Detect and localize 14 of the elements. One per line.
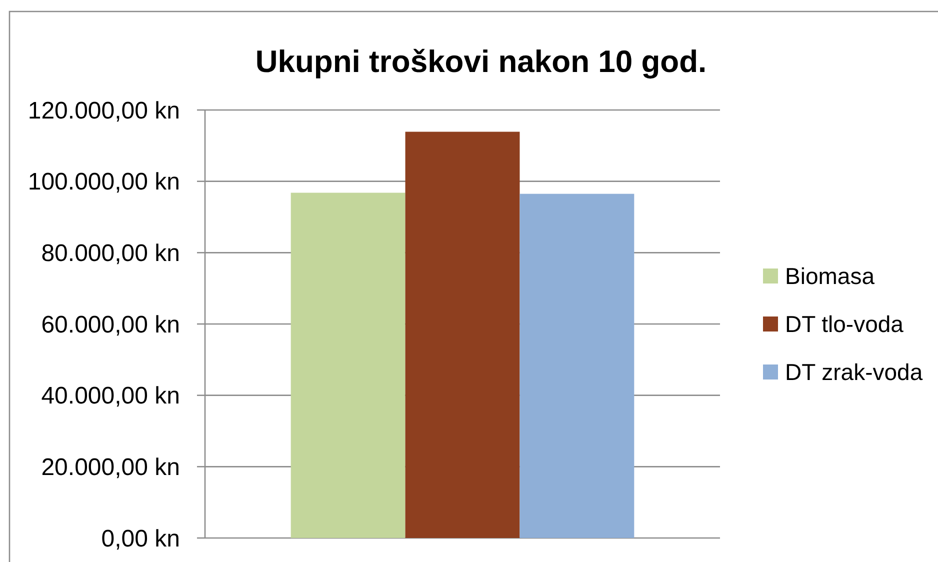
y-tick-label: 40.000,00 kn <box>41 382 180 410</box>
bar <box>520 194 634 538</box>
y-tick-label: 60.000,00 kn <box>41 311 180 338</box>
bar <box>290 192 406 538</box>
y-tick-label: 80.000,00 kn <box>41 240 180 268</box>
y-tick-label: 100.000,00 kn <box>28 168 180 196</box>
legend-label: Biomasa <box>785 263 875 290</box>
chart-title: Ukupni troškovi nakon 10 god. <box>255 44 707 79</box>
y-tick-label: 0,00 kn <box>101 525 180 552</box>
y-tick-label: 120.000,00 kn <box>28 97 180 124</box>
bar <box>405 132 520 538</box>
legend-label: DT zrak-voda <box>785 359 923 386</box>
y-tick-label: 20.000,00 kn <box>41 454 180 482</box>
legend-label: DT tlo-voda <box>785 311 904 338</box>
